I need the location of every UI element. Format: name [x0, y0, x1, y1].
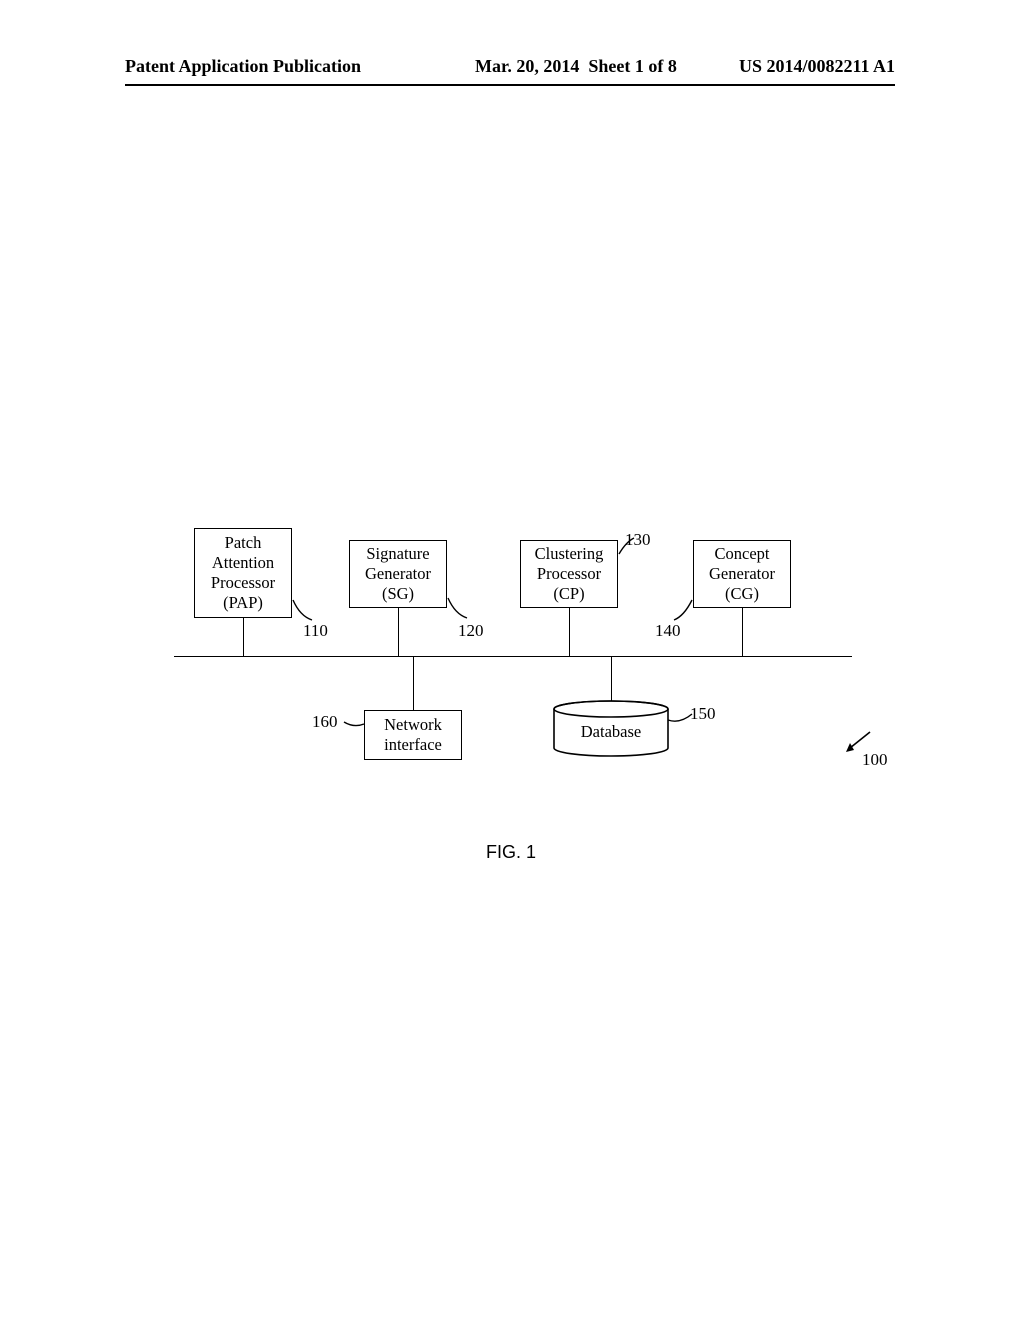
stub-ni [413, 656, 414, 710]
box-cg: Concept Generator (CG) [693, 540, 791, 608]
box-sg-line1: Signature [366, 544, 429, 564]
box-sg-line3: (SG) [382, 584, 414, 604]
box-cp-line3: (CP) [553, 584, 584, 604]
stub-cg [742, 608, 743, 656]
box-ni-line1: Network [384, 715, 442, 735]
box-network-interface: Network interface [364, 710, 462, 760]
stub-sg [398, 608, 399, 656]
ref-pap: 110 [303, 621, 328, 641]
box-pap-line3: Processor [211, 573, 275, 593]
stub-cp [569, 608, 570, 656]
patent-figure-page: Patent Application Publication Mar. 20, … [0, 0, 1024, 1320]
box-pap-line1: Patch [225, 533, 262, 553]
stub-pap [243, 618, 244, 656]
ref-ni: 160 [312, 712, 338, 732]
box-pap: Patch Attention Processor (PAP) [194, 528, 292, 618]
leader-sg [445, 594, 475, 624]
system-bus-line [174, 656, 852, 657]
figure-caption: FIG. 1 [486, 842, 536, 863]
stub-db [611, 656, 612, 704]
box-sg: Signature Generator (SG) [349, 540, 447, 608]
figure-1-diagram: Patch Attention Processor (PAP) 110 Sign… [0, 0, 1024, 1320]
box-cg-line2: Generator [709, 564, 775, 584]
box-pap-line4: (PAP) [223, 593, 263, 613]
leader-ni [340, 714, 368, 732]
database-cylinder: Database [552, 700, 670, 758]
box-cg-line1: Concept [715, 544, 770, 564]
box-sg-line2: Generator [365, 564, 431, 584]
ref-cg: 140 [655, 621, 681, 641]
ref-cp: 130 [625, 530, 651, 550]
ref-db: 150 [690, 704, 716, 724]
box-ni-line2: interface [384, 735, 442, 755]
box-cg-line3: (CG) [725, 584, 759, 604]
box-pap-line2: Attention [212, 553, 274, 573]
box-cp-line2: Processor [537, 564, 601, 584]
database-label: Database [552, 722, 670, 742]
box-cp: Clustering Processor (CP) [520, 540, 618, 608]
ref-sg: 120 [458, 621, 484, 641]
box-cp-line1: Clustering [535, 544, 604, 564]
ref-system: 100 [862, 750, 888, 770]
